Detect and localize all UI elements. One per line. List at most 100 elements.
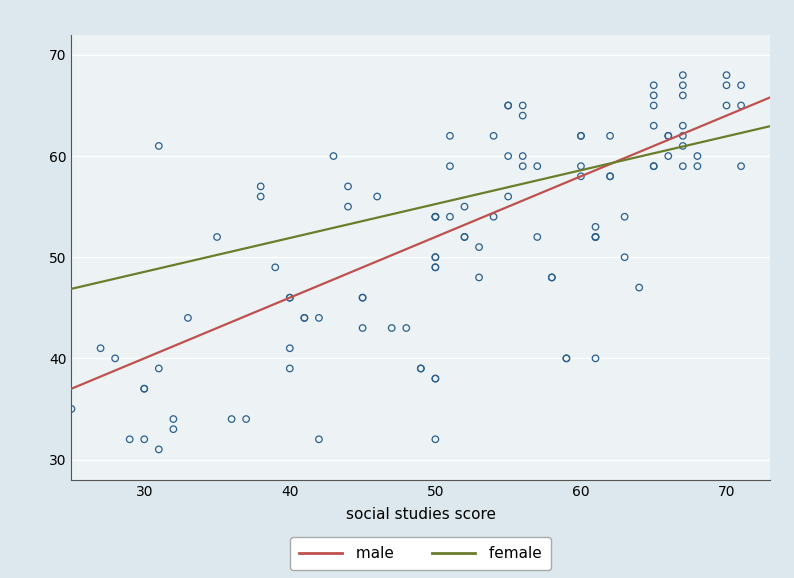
Point [619,212,631,221]
Point [313,313,326,323]
Point [371,192,384,201]
Point [734,101,747,110]
Point [603,131,616,140]
Point [502,101,515,110]
Point [357,293,369,302]
Legend:  male,  female: male, female [291,537,551,570]
Point [676,141,689,150]
Point [109,354,121,363]
Point [589,232,602,242]
Point [240,414,252,424]
Point [138,435,151,444]
Point [429,212,441,221]
Point [341,181,354,191]
Point [429,374,441,383]
Point [254,192,267,201]
Point [152,364,165,373]
Point [341,202,354,211]
Point [429,374,441,383]
Point [589,232,602,242]
Point [444,131,457,140]
Point [357,293,369,302]
Point [647,101,660,110]
Point [429,212,441,221]
Point [676,161,689,171]
Point [313,435,326,444]
Point [400,323,413,332]
Point [502,101,515,110]
Point [138,384,151,393]
Point [560,354,572,363]
Point [676,71,689,80]
Point [254,181,267,191]
Point [516,161,529,171]
Point [676,121,689,130]
Point [152,141,165,150]
Point [152,445,165,454]
Point [516,151,529,161]
Point [589,354,602,363]
Point [429,435,441,444]
Point [633,283,646,292]
Point [283,293,296,302]
Point [429,262,441,272]
Point [472,273,485,282]
Point [182,313,195,323]
Point [458,232,471,242]
Point [619,253,631,262]
Point [676,80,689,90]
Point [385,323,398,332]
Point [603,172,616,181]
Point [298,313,310,323]
Point [327,151,340,161]
Point [676,131,689,140]
Point [676,91,689,100]
Point [575,172,588,181]
Point [283,343,296,353]
Point [502,192,515,201]
Point [429,253,441,262]
Point [123,435,136,444]
Point [138,384,151,393]
Point [167,424,179,434]
Point [94,343,107,353]
Point [516,111,529,120]
Point [414,364,427,373]
Point [691,151,703,161]
Point [210,232,223,242]
Point [545,273,558,282]
Point [414,364,427,373]
Point [575,161,588,171]
Point [647,91,660,100]
Point [589,232,602,242]
Point [734,161,747,171]
Point [575,131,588,140]
Point [444,161,457,171]
Point [444,212,457,221]
Point [225,414,238,424]
Point [429,253,441,262]
Point [357,323,369,332]
Point [734,80,747,90]
Point [662,131,675,140]
Point [429,212,441,221]
X-axis label: social studies score: social studies score [346,507,495,522]
Point [603,172,616,181]
Point [589,222,602,231]
Point [720,71,733,80]
Point [269,262,282,272]
Point [167,414,179,424]
Point [458,232,471,242]
Point [283,293,296,302]
Point [647,161,660,171]
Point [720,80,733,90]
Point [65,404,78,413]
Point [662,151,675,161]
Point [488,212,500,221]
Point [575,131,588,140]
Point [531,161,544,171]
Point [283,364,296,373]
Point [560,354,572,363]
Point [472,242,485,251]
Point [691,161,703,171]
